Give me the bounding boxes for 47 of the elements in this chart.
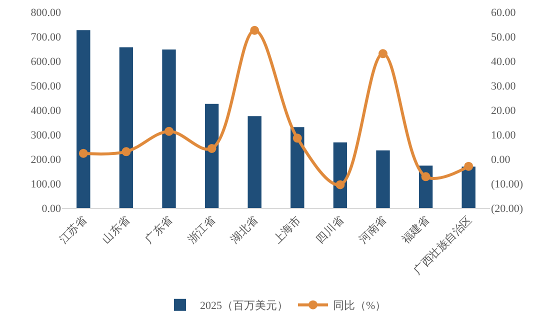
y-tick-label: 600.00: [30, 56, 62, 68]
x-tick-label: 四川省: [314, 214, 346, 246]
x-tick-label: 江苏省: [56, 214, 90, 246]
x-tick-label: 福建省: [399, 214, 432, 246]
legend-label: 同比（%）: [333, 299, 386, 312]
point: [378, 49, 388, 58]
point: [207, 144, 216, 153]
y2-tick-label: (20.00): [491, 202, 524, 215]
bar: [119, 47, 134, 208]
x-tick-label: 广东省: [142, 214, 176, 246]
x-tick-label: 山东省: [100, 214, 132, 246]
x-tick-label: 上海市: [270, 214, 304, 246]
y-tick-label: 100.00: [30, 178, 62, 190]
legend-label: 2025（百万美元）: [200, 299, 288, 312]
y-tick-label: 500.00: [30, 80, 62, 92]
y-tick-label: 700.00: [30, 31, 62, 44]
y2-tick-label: 10.00: [491, 129, 516, 142]
x-tick-label: 湖北省: [228, 214, 261, 246]
point: [292, 134, 302, 143]
point: [336, 180, 345, 190]
y-tick-label: 0.00: [42, 202, 62, 215]
point: [164, 126, 174, 136]
point: [122, 147, 131, 156]
y2-tick-label: 30.00: [491, 80, 516, 92]
bar: [76, 30, 90, 208]
bar: [248, 116, 262, 208]
y-tick-label: 800.00: [30, 6, 62, 19]
y2-tick-label: (10.00): [491, 178, 524, 190]
bar: [462, 166, 476, 208]
x-tick-label: 河南省: [356, 214, 390, 246]
bar: [333, 142, 348, 208]
y2-tick-label: 40.00: [491, 56, 516, 68]
point: [421, 172, 430, 182]
bar: [376, 150, 390, 208]
bar: [204, 104, 219, 208]
y2-tick-label: 50.00: [491, 31, 516, 44]
y2-tick-label: 0.00: [491, 154, 511, 166]
point: [78, 148, 88, 158]
y-tick-label: 300.00: [30, 129, 62, 142]
bar: [162, 49, 176, 208]
x-tick-label: 浙江省: [185, 214, 218, 246]
y-tick-label: 200.00: [30, 154, 62, 166]
y-tick-label: 400.00: [30, 104, 62, 117]
point: [464, 162, 474, 171]
y2-tick-label: 20.00: [491, 104, 516, 117]
y2-tick-label: 60.00: [491, 6, 516, 19]
point: [250, 26, 260, 35]
